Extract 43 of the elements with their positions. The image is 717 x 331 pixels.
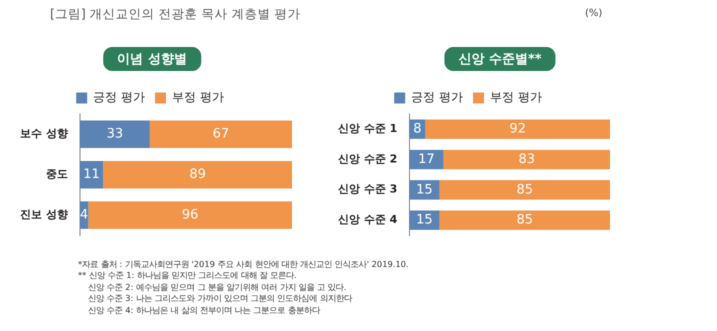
text: [그림] 개신교인의 전광훈 목사 계층별 평가 <box>50 6 301 23</box>
text: 신앙 수준 2: 예수님을 믿으며 그 분을 알기위해 여러 가지 일을 고 있다. <box>87 282 348 294</box>
data-label: 83 <box>518 152 535 167</box>
y-tick-label: 보수 성향 <box>20 127 68 140</box>
data-label: 89 <box>189 167 206 182</box>
bar <box>80 120 150 148</box>
legend-label: 긍정 평가 <box>93 90 146 104</box>
data-label: 92 <box>509 122 526 137</box>
data-label: 4 <box>80 208 88 223</box>
bar <box>425 119 610 139</box>
bar <box>80 160 104 188</box>
chart-title: 이념 성향별 <box>103 47 201 71</box>
bar <box>439 180 610 200</box>
data-label: 67 <box>212 126 230 142</box>
data-label: 85 <box>516 212 533 228</box>
legend-label: 긍정 평가 <box>411 90 464 104</box>
data-label: 33 <box>106 126 124 142</box>
text: *자료 출처 : 기독교사회연구원 '2019 주요 사회 현안에 대한 개신교인 인식조사' 2019.10. <box>78 259 409 270</box>
data-label: 15 <box>416 212 433 228</box>
data-label: 15 <box>416 182 433 198</box>
bar <box>439 210 610 230</box>
text: 신앙 수준 3: 나는 그리스도와 가까이 있으며 그분의 인도하심에 의지한다 <box>87 293 354 305</box>
text: 신앙 수준 4: 하나님은 내 삶의 전부이며 나는 그분으로 충분하다 <box>87 304 322 316</box>
chart-title: 신앙 수준별** <box>444 47 556 71</box>
legend-label: 부정 평가 <box>490 90 542 104</box>
y-tick-label: 신앙 수준 1 <box>338 122 398 136</box>
y-tick-label: 신앙 수준 2 <box>338 152 398 166</box>
y-tick-label: 진보 성향 <box>20 208 68 222</box>
data-label: 11 <box>83 167 100 182</box>
bar <box>443 150 610 170</box>
text: (%) <box>585 8 602 19</box>
legend-label: 부정 평가 <box>172 90 224 104</box>
y-tick-label: 신앙 수준 4 <box>338 213 398 226</box>
y-tick-label: 중도 <box>46 168 68 181</box>
y-tick-label: 신앙 수준 3 <box>338 182 398 196</box>
bar <box>150 120 292 148</box>
data-label: 85 <box>516 182 533 198</box>
bar <box>103 160 292 188</box>
bar <box>88 201 292 229</box>
data-label: 17 <box>418 152 435 167</box>
data-label: 8 <box>413 122 422 137</box>
data-label: 96 <box>182 208 198 223</box>
text: ** 신앙 수준 1: 하나님을 믿지만 그리스도에 대해 잘 모른다. <box>78 270 298 282</box>
